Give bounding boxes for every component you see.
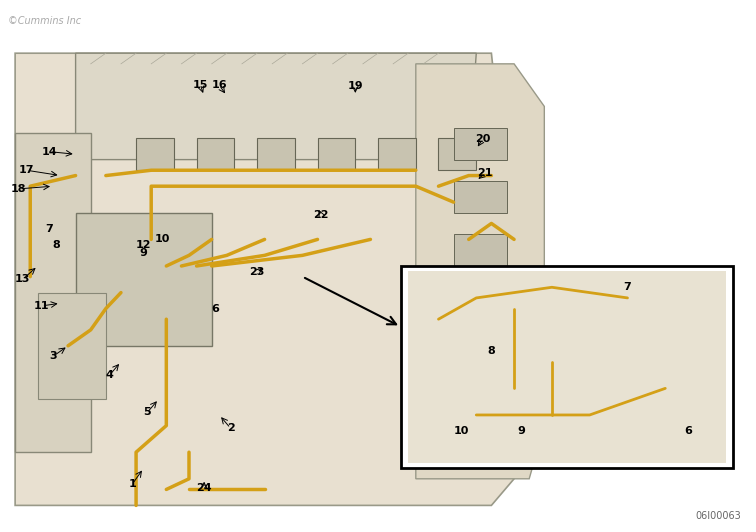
Polygon shape [38, 293, 106, 399]
Text: 17: 17 [19, 165, 34, 175]
Text: 4: 4 [106, 370, 113, 380]
Text: 3: 3 [49, 352, 57, 361]
Polygon shape [454, 340, 507, 372]
Polygon shape [408, 271, 726, 463]
Polygon shape [378, 138, 416, 170]
Text: 9: 9 [140, 248, 147, 257]
Text: 23: 23 [249, 268, 265, 277]
Text: 7: 7 [45, 224, 53, 234]
Polygon shape [15, 133, 91, 452]
Text: 22: 22 [314, 211, 329, 220]
Polygon shape [257, 138, 295, 170]
Polygon shape [197, 138, 234, 170]
Text: ©Cummins Inc: ©Cummins Inc [8, 16, 81, 26]
Text: 16: 16 [212, 80, 227, 90]
Text: 6: 6 [684, 426, 692, 436]
Text: 10: 10 [454, 426, 469, 436]
Polygon shape [416, 64, 544, 479]
Text: 18: 18 [11, 184, 26, 194]
Text: 8: 8 [488, 346, 495, 356]
Bar [401, 266, 733, 468]
Polygon shape [454, 287, 507, 319]
Text: 12: 12 [136, 240, 151, 250]
Text: 13: 13 [15, 275, 30, 284]
Text: 06I00063: 06I00063 [695, 511, 741, 521]
Text: 21: 21 [478, 168, 493, 178]
Text: 7: 7 [624, 282, 631, 292]
Polygon shape [454, 234, 507, 266]
Text: 19: 19 [348, 81, 363, 91]
Text: 2: 2 [227, 423, 234, 433]
Text: 10: 10 [155, 235, 170, 244]
Text: 9: 9 [518, 426, 525, 436]
Polygon shape [136, 138, 174, 170]
Polygon shape [454, 181, 507, 213]
Polygon shape [76, 213, 212, 346]
Text: 6: 6 [212, 304, 219, 313]
Polygon shape [76, 53, 476, 160]
Polygon shape [15, 53, 529, 505]
Text: 20: 20 [475, 135, 490, 144]
Text: 1: 1 [129, 479, 136, 489]
Polygon shape [454, 128, 507, 160]
Text: 11: 11 [34, 301, 49, 311]
Text: 5: 5 [144, 408, 151, 417]
Text: 8: 8 [53, 240, 60, 250]
Polygon shape [318, 138, 355, 170]
Polygon shape [438, 138, 476, 170]
Text: 15: 15 [193, 80, 208, 90]
Text: 14: 14 [42, 147, 57, 156]
Text: 24: 24 [197, 484, 212, 493]
